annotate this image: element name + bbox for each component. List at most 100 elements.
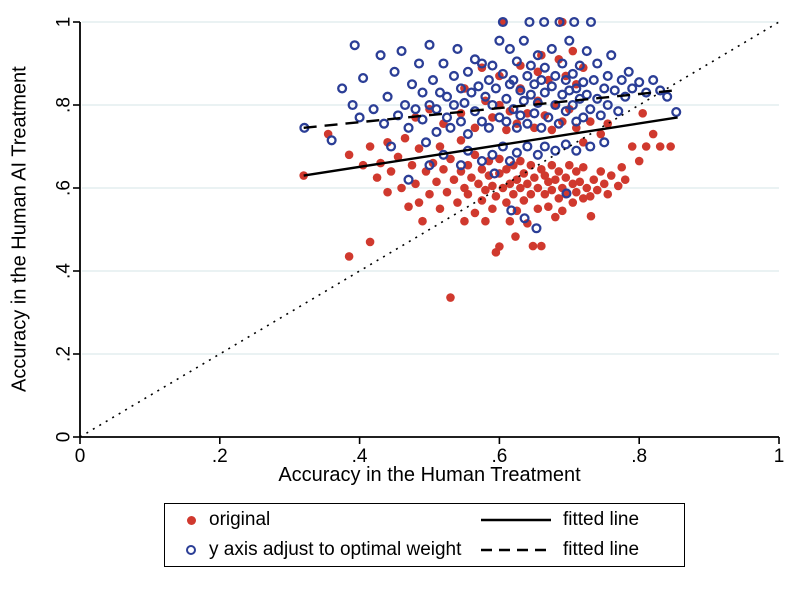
data-point-adjusted [522, 118, 533, 129]
data-point-original [470, 123, 480, 133]
data-point-adjusted [515, 110, 526, 121]
data-point-adjusted [623, 66, 634, 77]
data-point-original [544, 202, 553, 211]
data-point-original [533, 204, 543, 214]
data-point-adjusted [389, 66, 400, 77]
data-point-adjusted [546, 43, 557, 55]
data-point-adjusted [424, 160, 435, 171]
data-point-original [470, 208, 480, 218]
data-point-adjusted [588, 75, 599, 86]
data-point-adjusted [403, 174, 414, 185]
data-point-adjusted [599, 137, 610, 148]
data-point-adjusted [375, 50, 386, 61]
data-point-adjusted [567, 99, 578, 111]
y-tick-label: .4 [54, 263, 75, 279]
data-point-original [655, 142, 665, 151]
data-point-original [511, 232, 520, 241]
data-point-original [634, 156, 644, 166]
data-point-adjusted [424, 99, 435, 111]
data-point-adjusted [543, 112, 554, 123]
data-point-original [592, 185, 602, 195]
data-point-adjusted [511, 122, 522, 133]
data-point-original [551, 175, 560, 184]
data-point-original [414, 198, 424, 207]
data-point-adjusted [616, 75, 627, 86]
data-point-adjusted [609, 85, 620, 96]
data-point-original [502, 125, 511, 135]
data-point-adjusted [462, 66, 473, 77]
data-point-adjusted [483, 75, 494, 86]
data-point-adjusted [506, 205, 517, 216]
data-point-adjusted [602, 70, 613, 81]
data-point-original [617, 162, 627, 172]
data-point-adjusted [536, 122, 547, 133]
data-point-original [470, 150, 480, 160]
data-point-original [544, 177, 553, 187]
data-point-adjusted [490, 83, 501, 94]
data-point-adjusted [476, 155, 487, 167]
data-point-adjusted [399, 99, 411, 111]
data-point-original [463, 160, 473, 170]
data-point-original [446, 154, 455, 164]
data-point-adjusted [476, 116, 487, 127]
data-point-adjusted [550, 99, 561, 111]
legend-line-solid [481, 517, 551, 523]
legend-row-original: original fitted line [185, 507, 684, 533]
data-point-adjusted [546, 81, 557, 92]
data-point-adjusted [567, 68, 578, 79]
data-point-adjusted [522, 141, 533, 152]
data-point-adjusted [349, 40, 360, 51]
data-point-adjusted [489, 168, 500, 179]
data-point-original [589, 175, 599, 184]
data-point-original [547, 185, 557, 195]
data-point-original [578, 194, 588, 203]
data-point-adjusted [382, 91, 393, 102]
data-point-original [568, 46, 578, 56]
data-point-original [449, 175, 459, 184]
data-point-adjusted [501, 93, 512, 104]
data-point-adjusted [539, 62, 550, 73]
y-tick-label: .6 [54, 180, 75, 196]
data-point-original [383, 138, 392, 147]
data-point-original [435, 142, 445, 151]
data-point-adjusted [613, 106, 624, 117]
data-point-original [372, 173, 382, 182]
data-point-adjusted [452, 43, 463, 55]
data-point-adjusted [487, 149, 498, 160]
y-tick-label: .8 [54, 97, 75, 113]
data-point-original [526, 189, 536, 199]
data-point-original [477, 165, 487, 174]
data-point-adjusted [494, 112, 505, 123]
data-point-original [488, 113, 497, 122]
data-point-adjusted [354, 112, 365, 123]
data-point-adjusted [662, 91, 673, 102]
data-point-original [519, 196, 529, 205]
data-point-original [533, 67, 543, 77]
data-point-adjusted [504, 43, 515, 55]
data-point-original [502, 165, 511, 174]
filled-dot-icon [186, 515, 196, 525]
y-tick-label: .2 [54, 346, 75, 362]
data-point-original [547, 125, 557, 135]
data-point-original [648, 129, 658, 139]
data-point-original [488, 204, 497, 214]
data-point-original [568, 198, 578, 207]
data-point-original [578, 162, 588, 172]
data-point-original [582, 183, 592, 193]
data-point-original [435, 204, 445, 214]
data-point-adjusted [476, 58, 487, 69]
data-point-adjusted [539, 16, 550, 28]
data-point-original [565, 160, 574, 170]
data-point-adjusted [487, 60, 498, 71]
data-point-adjusted [529, 79, 540, 90]
data-point-adjusted [427, 75, 439, 86]
data-point-original [533, 183, 543, 193]
y-axis-title: Accuracy in the Human AI Treatment [8, 66, 31, 393]
data-point-adjusted [519, 213, 530, 224]
data-point-adjusted [466, 87, 477, 98]
x-tick-label: 0 [75, 446, 86, 467]
data-point-adjusted [585, 16, 597, 28]
data-point-adjusted [448, 70, 460, 81]
data-point-original [516, 61, 525, 70]
data-point-adjusted [585, 141, 596, 152]
